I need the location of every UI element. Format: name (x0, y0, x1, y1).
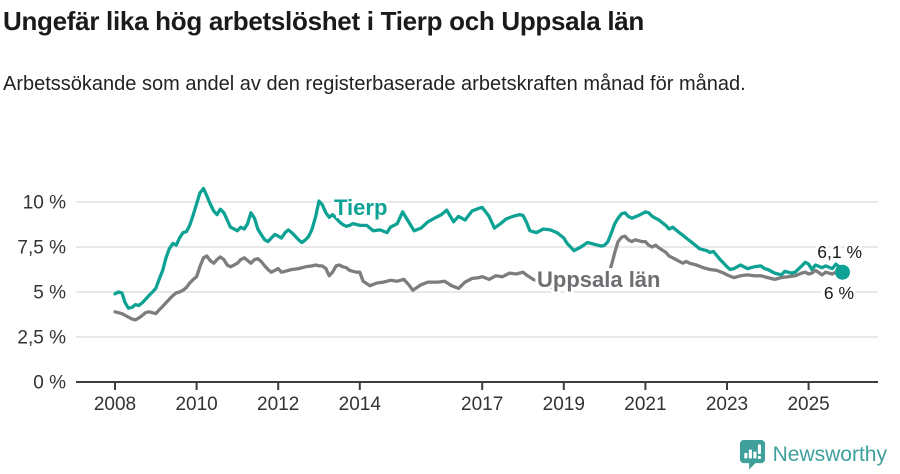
newsworthy-logo: Newsworthy (739, 439, 887, 470)
x-tick-label-2010: 2010 (175, 394, 217, 415)
y-tick-label-0: 0 % (33, 373, 66, 394)
x-tick-label-2012: 2012 (257, 394, 299, 415)
series-label-uppsala-l-n: Uppsala län (537, 267, 660, 292)
series-label-tierp: Tierp (334, 195, 387, 220)
y-tick-label-7.5: 7,5 % (17, 238, 66, 259)
chart-subtitle: Arbetssökande som andel av den registerb… (3, 73, 746, 95)
x-tick-label-2017: 2017 (461, 394, 503, 415)
y-tick-label-2.5: 2,5 % (17, 328, 66, 349)
brand-name: Newsworthy (772, 442, 887, 466)
bar-chart-speech-bubble-icon (739, 440, 765, 470)
tierp-line (113, 186, 845, 310)
x-tick-label-2014: 2014 (339, 394, 382, 415)
x-tick-label-2008: 2008 (94, 394, 136, 415)
x-tick-label-2023: 2023 (706, 394, 748, 415)
page-title: Ungefär lika hög arbetslöshet i Tierp oc… (3, 6, 644, 36)
series-end-dot (834, 264, 850, 280)
uppsala-l-n-line (113, 234, 845, 322)
x-tick-label-2025: 2025 (787, 394, 829, 415)
y-tick-label-10: 10 % (23, 193, 66, 214)
end-value-label-tierp: 6,1 % (817, 242, 862, 262)
y-tick-label-5: 5 % (33, 283, 66, 304)
x-tick-label-2021: 2021 (624, 394, 666, 415)
x-tick-label-2019: 2019 (543, 394, 585, 415)
end-value-label-uppsala-l-n: 6 % (824, 283, 854, 303)
